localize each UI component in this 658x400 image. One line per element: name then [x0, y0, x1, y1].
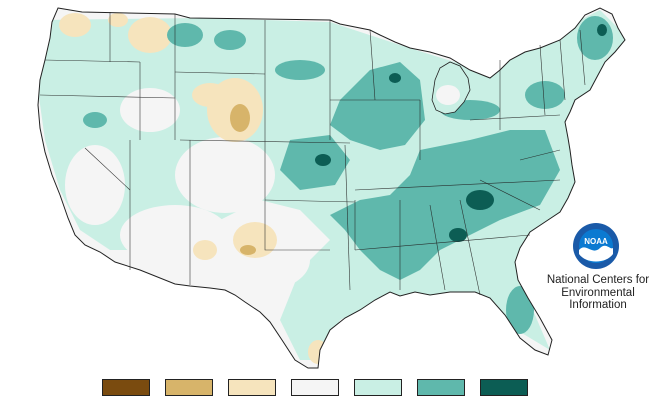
- legend-swatch: [480, 379, 528, 396]
- legend-swatch: [228, 379, 276, 396]
- org-line-1: National Centers for: [546, 274, 650, 286]
- organization-label: National Centers for Environmental Infor…: [540, 274, 656, 312]
- org-line-2: Environmental: [561, 286, 635, 299]
- legend-swatch: [165, 379, 213, 396]
- logo-text: NOAA: [584, 237, 608, 246]
- legend-swatch: [102, 379, 150, 396]
- legend-swatch: [417, 379, 465, 396]
- noaa-logo: NOAA: [573, 223, 619, 269]
- legend-swatch: [354, 379, 402, 396]
- legend-swatch: [291, 379, 339, 396]
- org-line-3: Information: [569, 299, 627, 311]
